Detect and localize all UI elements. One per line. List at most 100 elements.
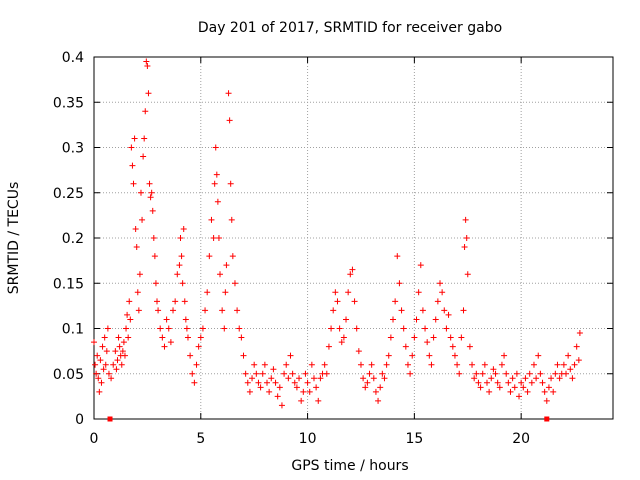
data-point [419,307,426,314]
data-point [454,361,461,368]
data-point [573,343,580,350]
x-tick-label: 5 [196,431,205,447]
data-point [99,343,106,350]
data-point [255,379,262,386]
data-point [298,397,305,404]
data-point [556,375,563,382]
data-point [321,361,328,368]
data-point [144,63,151,70]
data-point [571,361,578,368]
data-point [161,343,168,350]
data-point [212,144,219,151]
data-point [108,375,115,382]
data-point [447,334,454,341]
data-point [317,375,324,382]
y-tick-label: 0.4 [62,50,84,66]
data-point [176,262,183,269]
y-tick-label: 0.15 [53,276,84,292]
data-point [105,370,112,377]
data-point [375,397,382,404]
data-point [93,370,100,377]
data-point [115,334,122,341]
data-point [104,325,111,332]
data-point [285,375,292,382]
data-point [552,370,559,377]
data-point [274,393,281,400]
data-point [182,316,189,323]
data-point [137,189,144,196]
data-point [215,235,222,241]
data-point [323,370,330,377]
data-point [539,379,546,386]
data-point [530,361,537,368]
data-point [291,379,298,386]
data-point [221,325,228,332]
data-point [296,375,303,382]
data-point [94,352,101,359]
data-point [492,370,499,377]
data-point [439,289,446,296]
data-point [214,198,221,205]
data-point [147,194,154,201]
y-tick-label: 0.2 [62,231,84,247]
data-point [287,352,294,359]
data-point [223,262,230,269]
data-point [407,370,414,377]
data-point [125,334,132,341]
data-point [462,216,469,223]
data-point [206,253,213,260]
data-point [170,307,177,314]
data-point [197,334,204,341]
data-point [165,325,172,332]
data-point [184,334,191,341]
data-point [490,366,497,373]
x-axis-label: GPS time / hours [291,458,408,474]
data-point [390,316,397,323]
data-point [334,298,341,305]
data-point [516,393,523,400]
data-point [466,343,473,350]
data-point [387,334,394,341]
data-point [377,384,384,391]
data-point [475,379,482,386]
data-point [172,298,179,305]
data-point [126,298,133,305]
data-point [315,397,322,404]
data-point [119,348,126,355]
data-point [409,352,416,359]
y-tick-label: 0.35 [53,95,84,111]
data-point [222,289,229,296]
data-point [102,361,109,368]
data-point [426,352,433,359]
data-point [402,343,409,350]
data-point [526,370,533,377]
data-point [129,162,136,169]
data-point [364,379,371,386]
data-point [124,311,131,318]
data-point [240,352,247,359]
data-point [394,253,401,260]
data-point [253,370,260,377]
data-point [548,375,555,382]
data-point [179,280,186,287]
data-point [204,289,211,296]
data-point [325,343,332,350]
data-point [118,361,125,368]
data-point [443,325,450,332]
y-axis: 0 0.05 0.1 0.15 0.2 0.25 0.3 0.35 0.4 [53,50,613,428]
data-point [535,352,542,359]
data-point [199,325,206,332]
data-point [112,348,119,355]
data-point [498,361,505,368]
data-point [123,325,130,332]
data-point [554,361,561,368]
data-point [565,352,572,359]
data-point [458,334,465,341]
data-point [338,339,345,346]
data-point [266,388,273,395]
data-point [520,384,527,391]
data-point [236,325,243,332]
data-point [249,375,256,382]
data-point [477,384,484,391]
data-point [308,361,315,368]
